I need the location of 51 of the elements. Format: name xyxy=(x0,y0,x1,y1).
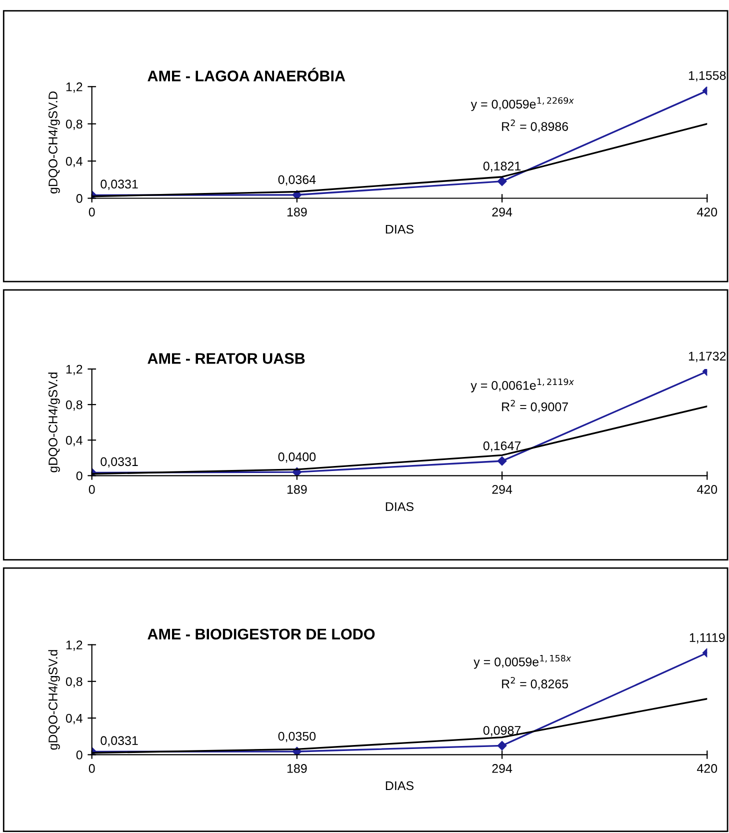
annotation: y = 0,0059e$^{1,158x}$ xyxy=(474,654,572,669)
x-tick-label: 189 xyxy=(287,764,307,773)
x-tick-label: 294 xyxy=(492,485,512,494)
annotation: R$^{2}$ = 0,8265 xyxy=(502,676,568,690)
data-label: 0,0331 xyxy=(100,736,138,747)
x-axis-title: DIAS xyxy=(386,781,414,790)
annotation: y = 0,0059e$^{1,2269x}$ xyxy=(470,97,574,112)
chart-title: AME - LAGOA ANAERÓBIA xyxy=(148,68,346,82)
data-label: 0,0364 xyxy=(278,175,316,186)
y-tick-label: 0,8 xyxy=(66,120,82,130)
y-tick-label: 0,4 xyxy=(66,714,82,724)
data-label: 1,1558 xyxy=(688,71,726,82)
x-tick-label: 0 xyxy=(88,208,95,216)
y-tick-label: 0,8 xyxy=(66,400,82,411)
data-label: 1,1732 xyxy=(688,352,726,362)
data-label: 1,1119 xyxy=(690,633,725,644)
data-label: 0,0331 xyxy=(100,180,138,190)
y-tick-label: 0,4 xyxy=(66,436,82,446)
data-label: 0,0350 xyxy=(278,732,316,742)
y-tick-label: 1,2 xyxy=(66,364,82,376)
x-tick-label: 420 xyxy=(696,764,718,773)
data-label: 0,0331 xyxy=(100,457,138,468)
annotation: R$^{2}$ = 0,9007 xyxy=(502,400,568,413)
y-tick-label: 0,8 xyxy=(66,677,82,688)
y-tick-label: 1,2 xyxy=(66,640,82,651)
chart-title: AME - REATOR UASB xyxy=(148,353,305,364)
x-axis-title: DIAS xyxy=(386,224,414,234)
data-label: 0,0400 xyxy=(278,452,316,463)
y-tick-label: 0 xyxy=(76,194,82,203)
y-tick-label: 0 xyxy=(76,471,82,480)
data-label: 0,1647 xyxy=(483,441,521,452)
x-tick-label: 0 xyxy=(88,485,95,494)
x-tick-label: 189 xyxy=(287,485,307,494)
x-tick-label: 294 xyxy=(492,764,512,773)
data-label: 0,0987 xyxy=(483,726,521,736)
y-tick-label: 1,2 xyxy=(66,82,82,93)
x-tick-label: 420 xyxy=(696,485,718,494)
y-axis-title: gDQO-CH4/gSV.d xyxy=(48,372,60,472)
x-tick-label: 0 xyxy=(88,764,95,773)
annotation: y = 0,0061e$^{1,2119x}$ xyxy=(470,378,574,392)
x-tick-label: 294 xyxy=(492,208,512,216)
y-axis-title: gDQO-CH4/gSV.d xyxy=(48,650,60,750)
x-axis-title: DIAS xyxy=(386,502,414,512)
x-tick-label: 420 xyxy=(696,208,718,216)
annotation: R$^{2}$ = 0,8986 xyxy=(502,120,568,132)
data-label: 0,1821 xyxy=(483,162,521,172)
y-tick-label: 0 xyxy=(76,750,82,760)
x-tick-label: 189 xyxy=(287,208,307,216)
y-tick-label: 0,4 xyxy=(66,156,82,168)
chart-title: AME - BIODIGESTOR DE LODO xyxy=(148,628,375,640)
y-axis-title: gDQO-CH4/gSV.D xyxy=(48,92,60,194)
